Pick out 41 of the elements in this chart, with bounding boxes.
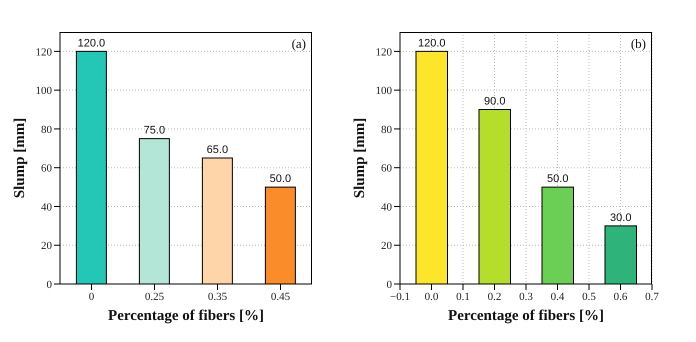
data-label: 50.0 <box>547 173 568 186</box>
y-tick-label: 60 <box>381 162 392 175</box>
data-label: 120.0 <box>418 37 446 50</box>
x-tick-label: 0.0 <box>424 290 439 303</box>
data-label: 30.0 <box>610 212 632 224</box>
x-tick-label: 0.45 <box>270 290 291 303</box>
x-tick-label: −0.1 <box>390 290 410 303</box>
x-tick-label: 0.35 <box>208 290 228 303</box>
y-tick-label: 100 <box>376 85 392 98</box>
y-tick-label: 20 <box>381 240 392 252</box>
y-tick-label: 60 <box>41 162 52 175</box>
x-tick-label: 0.25 <box>144 290 165 303</box>
y-tick-label: 0 <box>46 278 52 291</box>
annotation: (b) <box>630 36 646 52</box>
annotation: (a) <box>292 36 306 52</box>
data-label: 75.0 <box>144 124 166 137</box>
y-tick-label: 100 <box>36 85 52 98</box>
y-tick-label: 120 <box>36 46 52 58</box>
y-tick-label: 80 <box>41 124 52 136</box>
y-tick-label: 120 <box>376 46 392 58</box>
x-axis-title: Percentage of fibers [%] <box>447 308 605 325</box>
data-label: 65.0 <box>206 144 228 156</box>
x-tick-label: 0.4 <box>550 290 565 303</box>
y-axis-title: Slump [mm] <box>351 116 369 200</box>
x-tick-label: 0.6 <box>614 290 628 303</box>
x-axis-title: Percentage of fibers [%] <box>107 308 265 325</box>
y-tick-label: 0 <box>386 278 392 291</box>
data-label: 90.0 <box>484 96 506 108</box>
y-tick-label: 40 <box>41 201 52 214</box>
data-label: 120.0 <box>78 37 106 50</box>
x-tick-label: 0.2 <box>488 290 502 303</box>
y-tick-label: 40 <box>381 201 392 214</box>
y-axis-title: Slump [mm] <box>11 116 29 200</box>
y-tick-label: 20 <box>41 240 52 252</box>
x-tick-label: 0.7 <box>645 290 660 303</box>
y-tick-label: 80 <box>381 124 392 136</box>
x-tick-label: 0.1 <box>456 290 470 303</box>
data-label: 50.0 <box>270 173 292 186</box>
x-tick-label: 0.3 <box>519 290 534 303</box>
x-tick-label: 0.5 <box>582 290 596 303</box>
x-tick-label: 0 <box>88 290 95 303</box>
